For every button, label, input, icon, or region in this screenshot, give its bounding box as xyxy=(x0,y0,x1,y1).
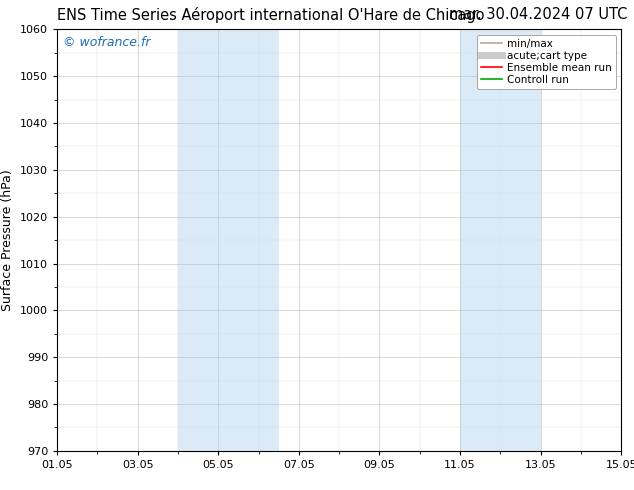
Text: mar. 30.04.2024 07 UTC: mar. 30.04.2024 07 UTC xyxy=(450,7,628,23)
Text: ENS Time Series Aéroport international O'Hare de Chicago: ENS Time Series Aéroport international O… xyxy=(57,7,484,24)
Bar xyxy=(460,29,541,451)
Bar xyxy=(178,29,279,451)
Y-axis label: Surface Pressure (hPa): Surface Pressure (hPa) xyxy=(1,169,15,311)
Text: © wofrance.fr: © wofrance.fr xyxy=(63,36,150,49)
Legend: min/max, acute;cart type, Ensemble mean run, Controll run: min/max, acute;cart type, Ensemble mean … xyxy=(477,35,616,89)
